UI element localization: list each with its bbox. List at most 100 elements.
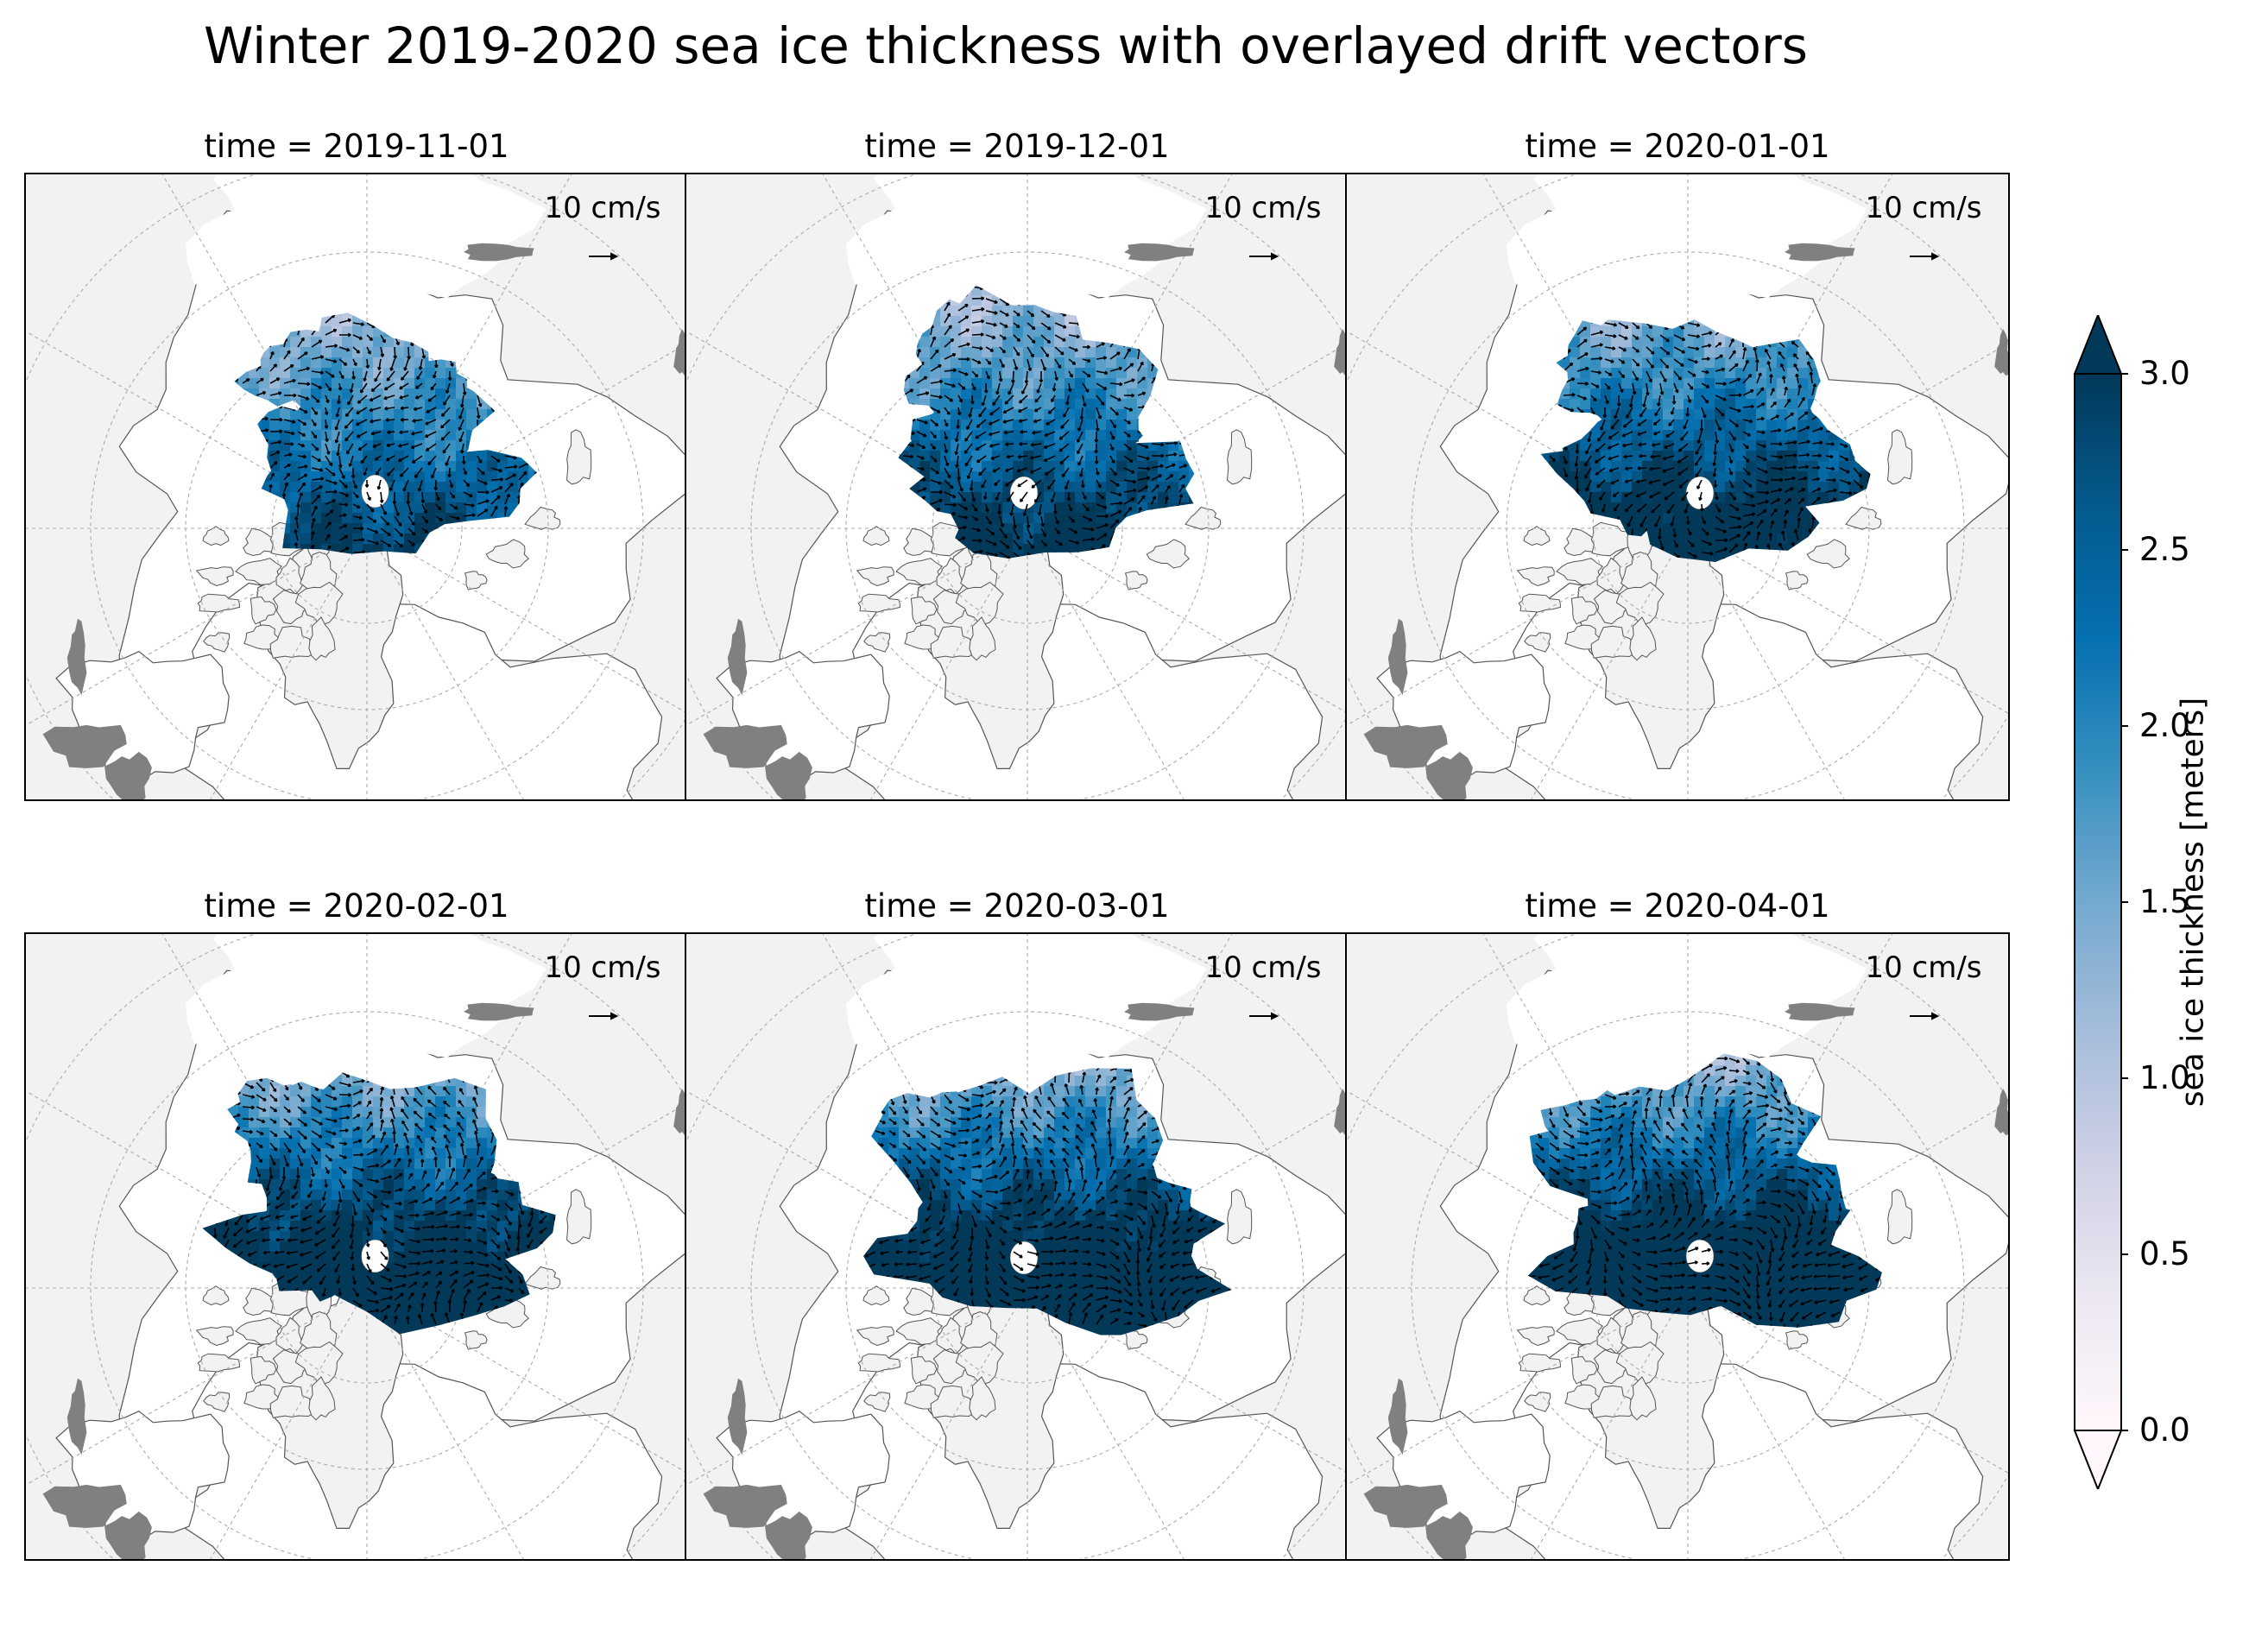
meridian-line xyxy=(1347,331,1689,529)
reference-arrow-label: 10 cm/s xyxy=(1204,950,1321,985)
lake xyxy=(1363,1484,1448,1528)
lake xyxy=(703,724,787,768)
island xyxy=(1524,632,1551,653)
island xyxy=(1570,596,1598,625)
colorbar-tick-label: 0.5 xyxy=(2139,1237,2190,1272)
island xyxy=(1570,1355,1598,1385)
meridian-line xyxy=(822,934,1028,1289)
reference-arrow-icon xyxy=(589,1012,619,1020)
map-svg: 10 cm/s xyxy=(1347,934,2008,1559)
island xyxy=(895,558,943,586)
pacific-ocean xyxy=(845,934,1207,1079)
island xyxy=(235,558,282,586)
pole-hole xyxy=(1685,476,1715,510)
colorbar-extend-max xyxy=(2073,313,2123,375)
lake xyxy=(673,329,687,376)
island xyxy=(243,527,282,557)
island xyxy=(1523,526,1551,546)
lake xyxy=(703,1484,787,1528)
island xyxy=(1886,1189,1913,1245)
island xyxy=(275,557,304,595)
island xyxy=(910,596,938,625)
lake xyxy=(42,724,127,768)
island xyxy=(464,1330,488,1350)
island xyxy=(250,596,277,625)
map-panel-2020-02: time = 2020-02-01 10 cm/s xyxy=(24,881,689,1561)
colorbar-tick-label: 0.0 xyxy=(2139,1413,2190,1448)
lake xyxy=(1334,329,1348,376)
lake xyxy=(42,1484,127,1528)
island xyxy=(1516,1326,1555,1347)
reference-arrow-label: 10 cm/s xyxy=(544,950,660,985)
island xyxy=(1226,1189,1253,1245)
island xyxy=(1226,429,1253,485)
pacific-ocean xyxy=(185,934,546,1079)
panel-title: time = 2020-03-01 xyxy=(685,881,1349,932)
pole-hole xyxy=(1009,476,1039,510)
island xyxy=(1556,1317,1603,1346)
pole-hole xyxy=(1009,1241,1039,1275)
island xyxy=(895,1317,943,1346)
island xyxy=(1845,506,1882,530)
reference-arrow-icon xyxy=(1910,252,1940,261)
island xyxy=(1806,539,1851,569)
graticule xyxy=(26,934,687,1559)
meridian-line xyxy=(686,1090,1028,1289)
lake xyxy=(464,243,534,262)
island xyxy=(308,616,336,661)
lake xyxy=(1124,1002,1195,1021)
island xyxy=(524,506,561,530)
island xyxy=(1629,1376,1657,1421)
island xyxy=(565,1189,592,1245)
lake xyxy=(727,618,748,696)
island xyxy=(1590,625,1638,659)
lake xyxy=(727,1378,748,1455)
meridian-line xyxy=(1482,174,1689,529)
lake xyxy=(66,618,87,696)
island xyxy=(1785,571,1809,590)
meridian-line xyxy=(366,934,572,1289)
lake xyxy=(673,1089,687,1135)
lake xyxy=(1785,243,1855,262)
island xyxy=(1596,1316,1625,1354)
island xyxy=(936,557,964,595)
panel-title: time = 2020-04-01 xyxy=(1345,881,2010,932)
island xyxy=(269,1385,317,1418)
island xyxy=(1124,571,1148,590)
graticule xyxy=(686,174,1348,799)
pole-hole xyxy=(361,474,389,508)
meridian-line xyxy=(686,527,1028,726)
reference-arrow-icon xyxy=(1910,1012,1940,1020)
island xyxy=(903,527,943,557)
pacific-ocean xyxy=(1506,174,1867,319)
meridian-line xyxy=(161,174,368,529)
island xyxy=(1596,557,1625,595)
island xyxy=(1886,429,1913,485)
reference-arrow-label: 10 cm/s xyxy=(1865,191,1981,225)
lake xyxy=(1785,1002,1855,1021)
reference-arrow-icon xyxy=(1249,252,1279,261)
pacific-ocean xyxy=(845,174,1207,319)
island xyxy=(464,571,488,590)
map-area: 10 cm/s xyxy=(685,173,1349,801)
map-panel-2019-12: time = 2019-12-01 10 cm/s xyxy=(685,121,1349,801)
island xyxy=(203,1392,231,1412)
meridian-line xyxy=(686,331,1028,529)
lake xyxy=(1994,1089,2008,1135)
lake xyxy=(1994,329,2008,376)
meridian-line xyxy=(1347,1287,1689,1486)
lake xyxy=(1124,243,1195,262)
island xyxy=(856,566,894,587)
island xyxy=(1516,566,1555,587)
map-svg: 10 cm/s xyxy=(26,174,687,799)
panel-title: time = 2019-11-01 xyxy=(24,121,689,173)
island xyxy=(910,1355,938,1385)
map-area: 10 cm/s xyxy=(1345,932,2010,1561)
meridian-line xyxy=(161,934,368,1289)
panel-title: time = 2020-02-01 xyxy=(24,881,689,932)
meridian-line xyxy=(1027,934,1233,1289)
meridian-line xyxy=(26,1090,368,1289)
island xyxy=(1124,1330,1148,1350)
colorbar xyxy=(2068,313,2128,1492)
island xyxy=(1564,527,1603,557)
